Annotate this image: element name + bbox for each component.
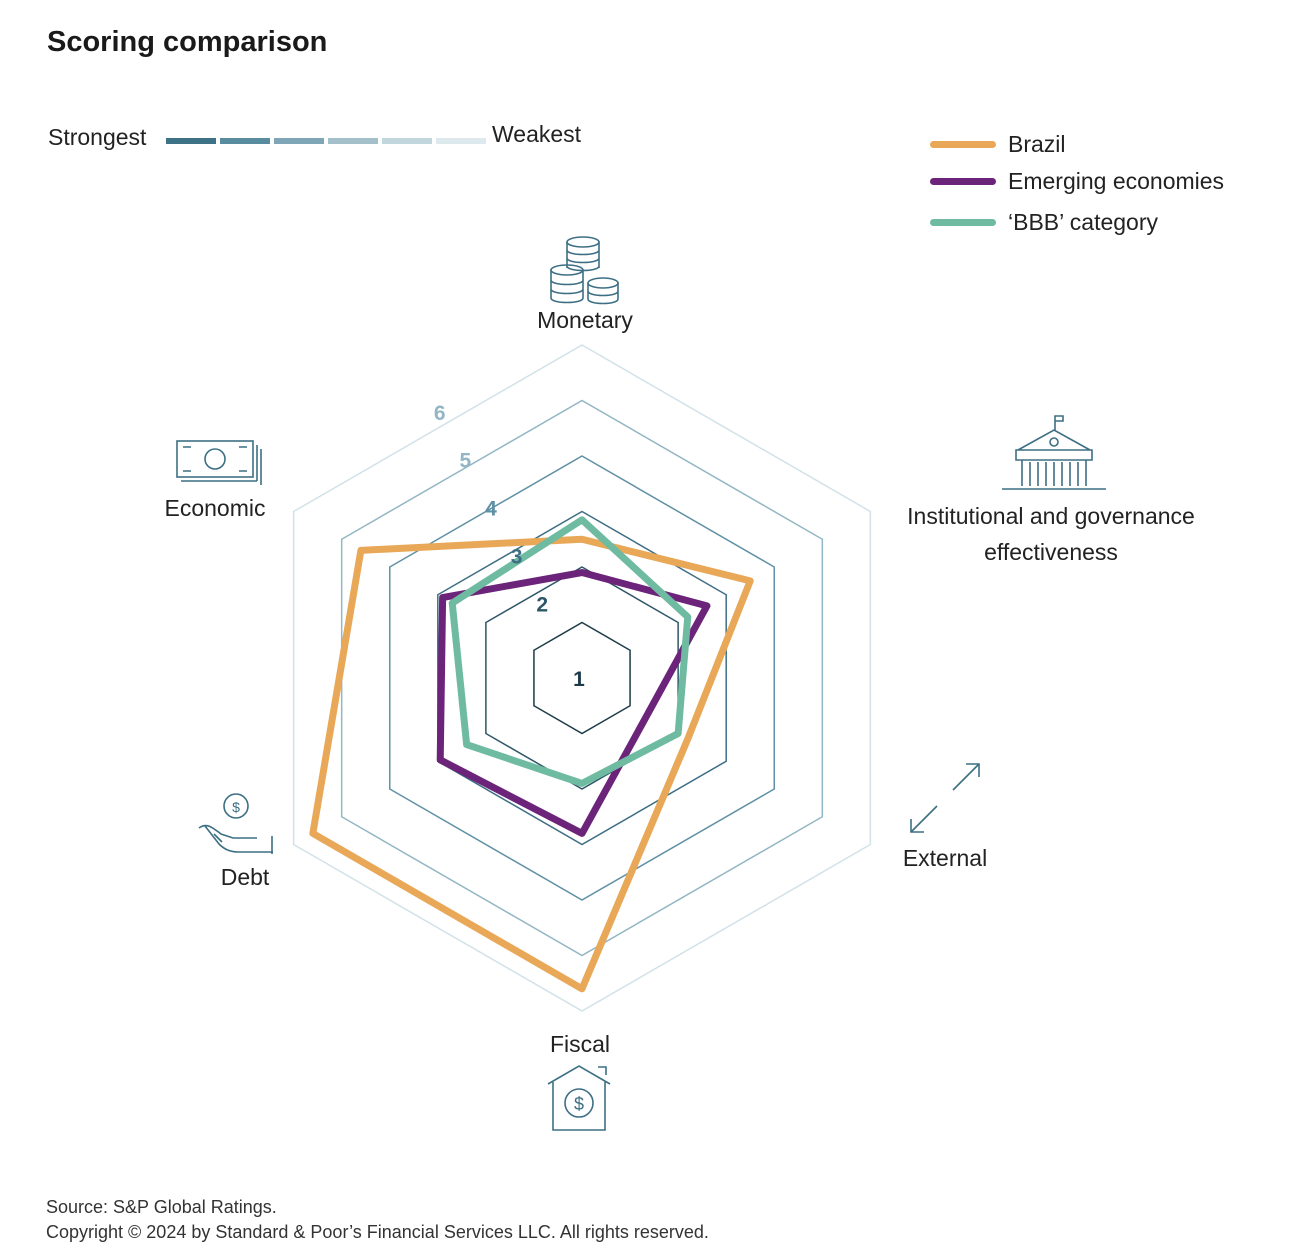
grid-ring-2 [485,566,679,790]
svg-text:$: $ [232,799,240,815]
hand-coin-icon: $ [198,793,273,854]
scale-strongest-label: Strongest [48,124,147,150]
arrows-diagonal-icon [910,763,980,833]
ring-label-1: 1 [573,668,585,691]
ring-label-5: 5 [459,450,471,473]
coins-icon [550,236,619,305]
footer: Source: S&P Global Ratings. Copyright © … [46,1195,709,1245]
svg-text:$: $ [574,1094,584,1114]
legend-label: ‘BBB’ category [1008,209,1158,235]
scale-segment [220,138,270,144]
legend: Brazil Emerging economies ‘BBB’ category [930,124,1224,243]
scale-segment [382,138,432,144]
axis-label-economic: Economic [164,495,266,521]
scale-segment [274,138,324,144]
scale-segment [328,138,378,144]
source-note: Source: S&P Global Ratings. [46,1197,277,1217]
legend-item-brazil: Brazil [930,124,1224,165]
grid-ring-1 [533,621,631,735]
scale-segment [166,138,216,144]
ring-label-3: 3 [511,546,523,569]
legend-item-emerging: Emerging economies [930,161,1224,202]
legend-swatch [930,219,996,226]
ring-label-6: 6 [434,402,446,425]
legend-label: Emerging economies [1008,168,1225,194]
copyright-note: Copyright © 2024 by Standard & Poor’s Fi… [46,1222,709,1242]
scale-weakest-label: Weakest [492,121,582,147]
banknote-icon [176,440,262,485]
axis-label-fiscal: Fiscal [549,1031,611,1057]
grid-ring-6 [292,344,872,1012]
ring-label-4: 4 [485,498,497,521]
government-building-icon [1002,415,1106,490]
strength-scale-bar [166,138,486,144]
legend-swatch [930,141,996,148]
legend-item-bbb: ‘BBB’ category [930,202,1224,243]
legend-swatch [930,178,996,185]
house-dollar-icon: $ [547,1065,611,1131]
grid-ring-3 [437,510,727,846]
axis-label-monetary: Monetary [537,307,633,333]
ring-label-2: 2 [536,594,548,617]
grid-ring-5 [340,399,824,957]
grid-ring-4 [388,455,776,901]
axis-label-debt: Debt [220,864,270,890]
axis-label-external: External [902,845,988,871]
chart-title: Scoring comparison [47,26,328,58]
legend-label: Brazil [1008,131,1066,157]
axis-label-institutional: Institutional and governance effectivenes… [907,503,1195,565]
scale-segment [436,138,486,144]
